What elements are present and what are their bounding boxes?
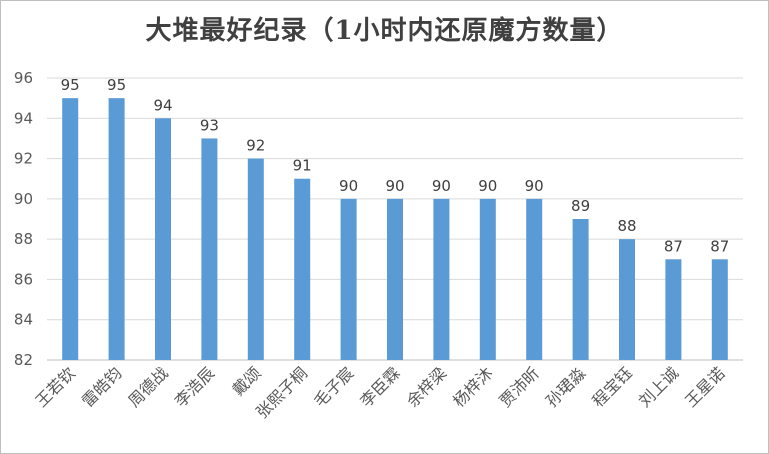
bars [62, 98, 728, 361]
category-label: 雷皓钧 [78, 363, 125, 410]
bar [619, 239, 635, 360]
category-label: 张熙子桐 [252, 363, 311, 422]
category-label: 孙珺淼 [542, 363, 589, 410]
data-label: 89 [571, 197, 590, 215]
category-labels: 王若钦 雷皓钧 周德战 李浩辰 戴颂张熙子桐 毛子宸 李臣霖 余梓梁 杨梓沐 贾沛昕 孙珺淼 程宝钰刘… [32, 363, 729, 422]
chart-title: 大堆最好纪录（1小时内还原魔方数量） [145, 16, 624, 46]
bar [247, 158, 264, 360]
bar [340, 198, 357, 360]
data-label: 95 [107, 76, 126, 94]
data-label: 94 [153, 96, 172, 114]
bar [433, 198, 450, 360]
y-tick-label: 82 [14, 351, 33, 369]
data-label: 90 [432, 177, 451, 195]
category-label: 程宝钰 [588, 363, 635, 410]
y-tick-label: 96 [14, 69, 33, 87]
category-label: 贾沛昕 [496, 363, 543, 410]
category-label: 李浩辰 [171, 363, 218, 410]
data-label: 93 [200, 116, 219, 134]
data-label: 92 [246, 137, 265, 155]
category-label: 戴颂 [229, 363, 265, 399]
data-labels: 95 95 94 93 92 91 90 90 90 90 90 89 88 87 87 [61, 76, 730, 255]
bar [387, 198, 403, 360]
category-label: 杨梓沐 [449, 363, 496, 410]
category-label: 余梓梁 [403, 363, 450, 410]
data-label: 90 [478, 177, 497, 195]
data-label: 87 [710, 237, 729, 255]
y-tick-label: 94 [14, 109, 33, 127]
category-label: 刘上诚 [635, 363, 682, 410]
data-label: 90 [525, 177, 544, 195]
data-label: 90 [385, 177, 404, 195]
bar [294, 178, 311, 360]
bar [62, 98, 79, 361]
bar [572, 219, 589, 360]
bar [711, 259, 728, 360]
y-tick-label: 88 [14, 230, 33, 248]
data-label: 91 [293, 157, 312, 175]
y-tick-label: 90 [14, 190, 33, 208]
bar [201, 138, 218, 360]
category-label: 周德战 [124, 363, 171, 410]
data-label: 90 [339, 177, 358, 195]
category-label: 王星诺 [681, 363, 728, 410]
data-label: 88 [617, 217, 636, 235]
y-tick-label: 84 [14, 311, 33, 329]
data-label: 87 [664, 237, 683, 255]
y-axis-ticks: 82 84 86 88 90 92 94 96 [14, 69, 33, 369]
bar [108, 98, 125, 361]
y-tick-label: 86 [14, 270, 33, 288]
bar [665, 259, 682, 360]
y-tick-label: 92 [14, 150, 33, 168]
bar [479, 198, 496, 360]
category-label: 毛子宸 [310, 363, 357, 410]
bar [526, 198, 543, 360]
category-label: 李臣霖 [356, 363, 403, 410]
bar [155, 118, 171, 361]
data-label: 95 [61, 76, 80, 94]
category-label: 王若钦 [32, 363, 79, 410]
